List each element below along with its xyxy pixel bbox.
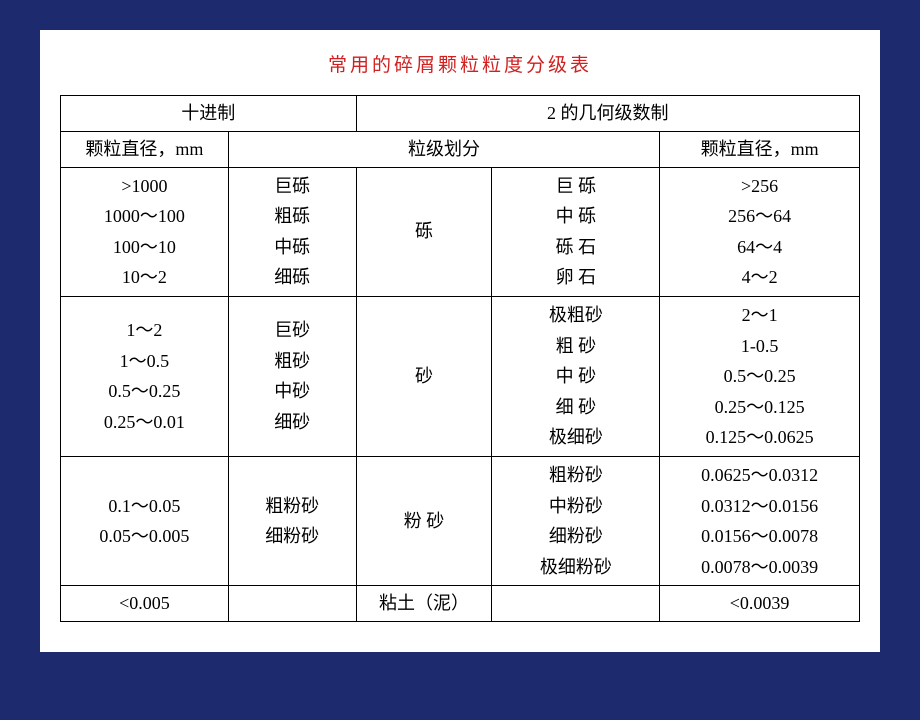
header-grain-div: 粒级划分 — [228, 131, 659, 167]
cell-left-name: 粗粉砂 细粉砂 — [228, 456, 356, 585]
cell-middle: 粉 砂 — [356, 456, 492, 585]
cell-left-name: 巨砂 粗砂 中砂 细砂 — [228, 296, 356, 456]
table-row: 0.1～0.05 0.05～0.005 粗粉砂 细粉砂 粉 砂 粗粉砂 中粉砂 … — [61, 456, 860, 585]
cell-left-diam: 0.1～0.05 0.05～0.005 — [61, 456, 229, 585]
slide-container: 常用的碎屑颗粒粒度分级表 十进制 2 的几何级数制 颗粒直径，mm 粒级划分 颗… — [40, 30, 880, 652]
cell-middle: 砾 — [356, 167, 492, 296]
grain-size-table: 十进制 2 的几何级数制 颗粒直径，mm 粒级划分 颗粒直径，mm >1000 … — [60, 95, 860, 622]
table-row: 1～2 1～0.5 0.5～0.25 0.25～0.01 巨砂 粗砂 中砂 细砂… — [61, 296, 860, 456]
table-row: <0.005 粘土（泥） <0.0039 — [61, 586, 860, 622]
header-geometric: 2 的几何级数制 — [356, 96, 859, 132]
cell-right-name: 粗粉砂 中粉砂 细粉砂 极细粉砂 — [492, 456, 660, 585]
header-diam-right: 颗粒直径，mm — [660, 131, 860, 167]
cell-left-name — [228, 586, 356, 622]
cell-middle: 砂 — [356, 296, 492, 456]
cell-left-diam: >1000 1000～100 100～10 10～2 — [61, 167, 229, 296]
cell-right-name: 巨 砾 中 砾 砾 石 卵 石 — [492, 167, 660, 296]
table-title: 常用的碎屑颗粒粒度分级表 — [60, 50, 860, 77]
cell-right-name — [492, 586, 660, 622]
header-row-2: 颗粒直径，mm 粒级划分 颗粒直径，mm — [61, 131, 860, 167]
cell-right-diam: >256 256～64 64～4 4～2 — [660, 167, 860, 296]
header-decimal: 十进制 — [61, 96, 357, 132]
cell-right-diam: 2～1 1-0.5 0.5～0.25 0.25～0.125 0.125～0.06… — [660, 296, 860, 456]
cell-left-diam: 1～2 1～0.5 0.5～0.25 0.25～0.01 — [61, 296, 229, 456]
header-row-1: 十进制 2 的几何级数制 — [61, 96, 860, 132]
cell-right-diam: <0.0039 — [660, 586, 860, 622]
cell-right-diam: 0.0625～0.0312 0.0312～0.0156 0.0156～0.007… — [660, 456, 860, 585]
cell-right-name: 极粗砂 粗 砂 中 砂 细 砂 极细砂 — [492, 296, 660, 456]
cell-middle: 粘土（泥） — [356, 586, 492, 622]
cell-left-name: 巨砾 粗砾 中砾 细砾 — [228, 167, 356, 296]
cell-left-diam: <0.005 — [61, 586, 229, 622]
table-row: >1000 1000～100 100～10 10～2 巨砾 粗砾 中砾 细砾 砾… — [61, 167, 860, 296]
header-diam-left: 颗粒直径，mm — [61, 131, 229, 167]
